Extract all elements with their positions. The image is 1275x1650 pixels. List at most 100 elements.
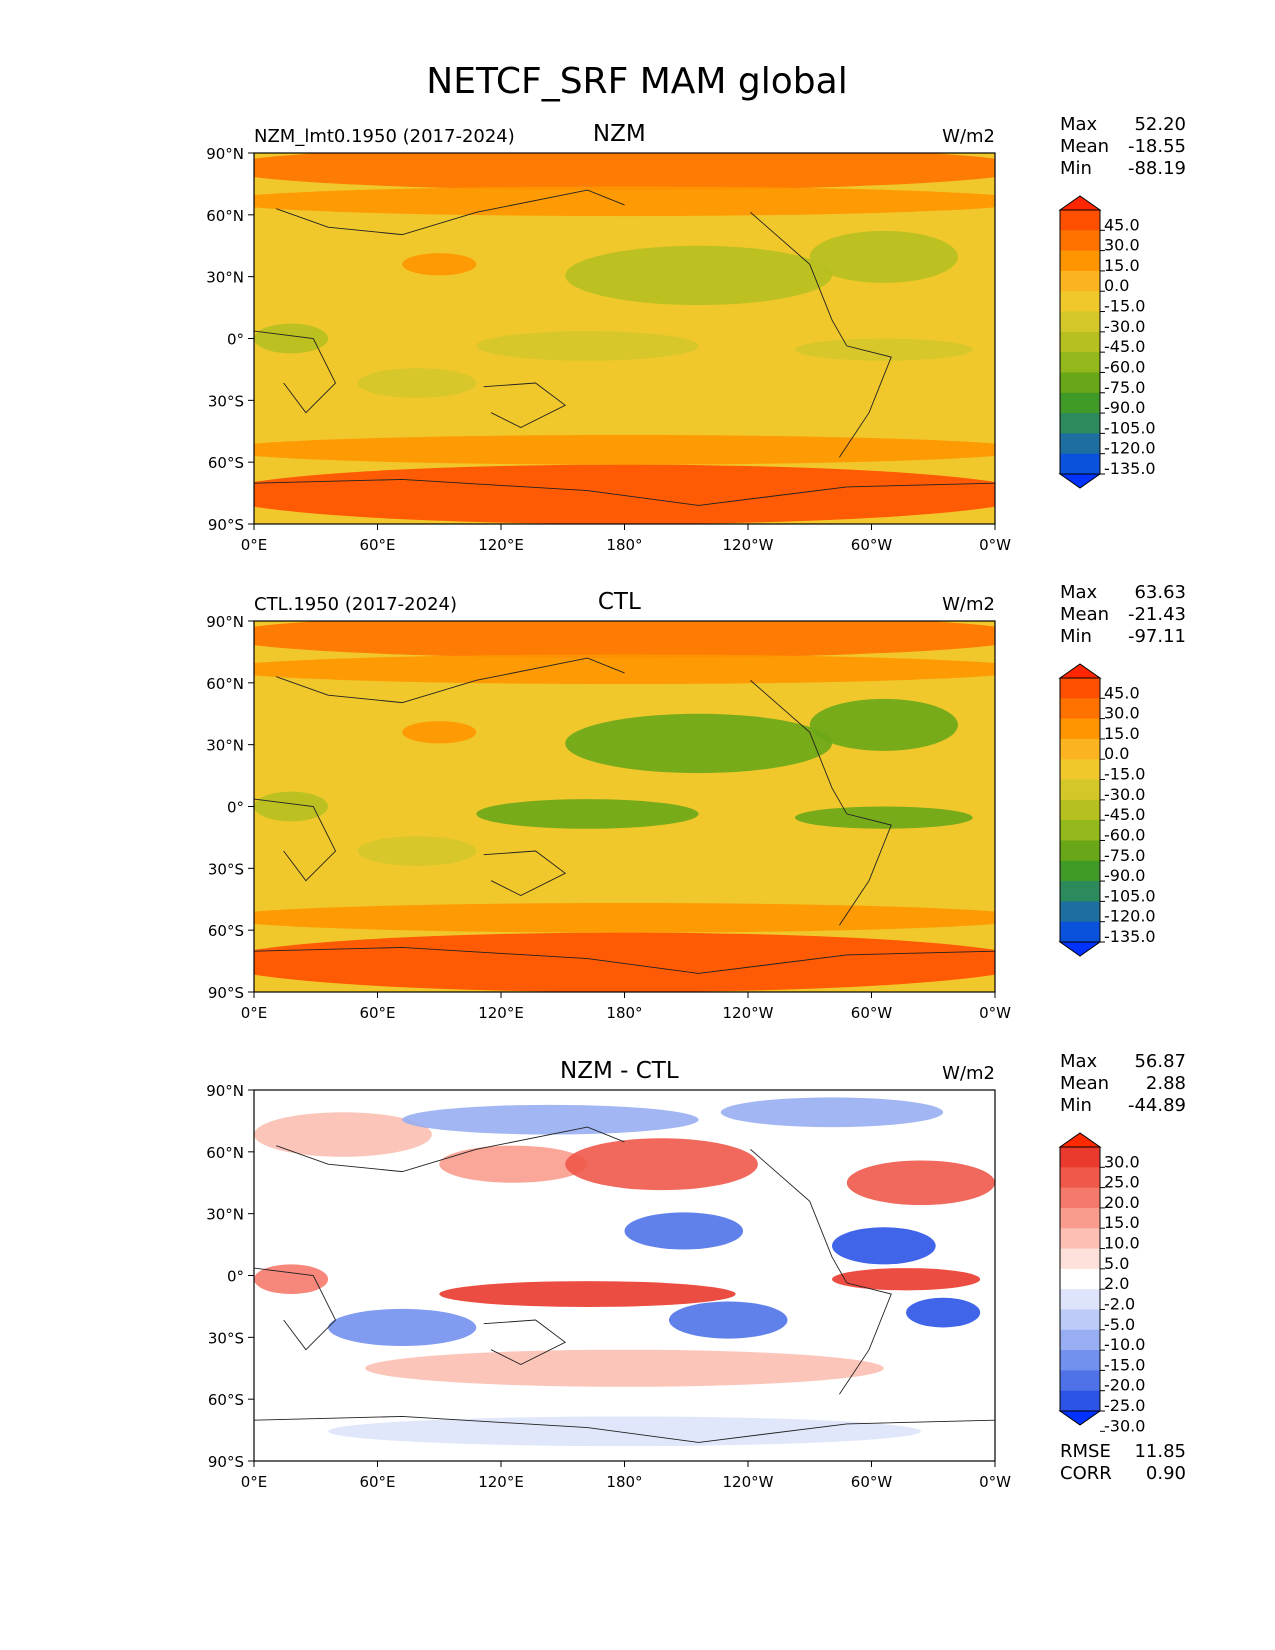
colorbar-segment [1060, 1207, 1100, 1229]
field-contour [831, 1227, 936, 1265]
colorbar-tick-label: -90.0 [1104, 866, 1145, 885]
colorbar-segment [1060, 250, 1100, 272]
colorbar-segment [1060, 840, 1100, 862]
colorbar-extend-max [1058, 663, 1102, 679]
field-contour [439, 1281, 736, 1308]
field-contour [831, 1268, 981, 1291]
lat-tick-label: 90°N [206, 145, 244, 163]
stat-value: -44.89 [1128, 1095, 1186, 1116]
colorbar-segment [1060, 1390, 1100, 1412]
stat-value: -97.11 [1128, 626, 1186, 647]
colorbar-frame [1059, 1146, 1101, 1412]
panel-units: W/m2 [942, 594, 995, 615]
stat-label: Max [1060, 1051, 1098, 1072]
field-contour [624, 1212, 744, 1250]
lat-tick-label: 60°N [206, 1144, 244, 1162]
lon-tick-label: 60°E [359, 1004, 395, 1022]
colorbar-segment [1060, 230, 1100, 252]
lon-tick-label: 60°E [359, 1473, 395, 1491]
colorbar-tick-label: -25.0 [1104, 1396, 1145, 1415]
colorbar-tick-label: -105.0 [1104, 418, 1156, 437]
lat-tick-label: 30°S [208, 392, 244, 410]
colorbar-segment [1060, 1370, 1100, 1392]
colorbar-segment [1060, 799, 1100, 821]
colorbar-tick-label: 45.0 [1104, 215, 1140, 234]
colorbar-tick-label: -2.0 [1104, 1294, 1135, 1313]
colorbar-segment [1060, 860, 1100, 882]
coastline [254, 1416, 995, 1443]
field-contour [254, 186, 995, 217]
colorbar-tick-label: 15.0 [1104, 256, 1140, 275]
coastline [276, 1126, 625, 1173]
figure-title: NETCF_SRF MAM global [426, 61, 847, 102]
colorbar-segment [1060, 311, 1100, 333]
lon-tick-label: 120°E [478, 1473, 524, 1491]
lon-tick-label: 120°W [723, 1473, 774, 1491]
colorbar-segment [1060, 718, 1100, 740]
field-contour [565, 713, 832, 774]
lat-tick-label: 90°N [206, 1082, 244, 1100]
lon-tick-label: 120°E [478, 1004, 524, 1022]
colorbar-frame [1059, 209, 1101, 475]
field-contour [794, 338, 973, 361]
lat-tick-label: 0° [227, 1268, 244, 1286]
colorbar-extend-min [1058, 473, 1102, 489]
panel-title: NZM - CTL [560, 1058, 679, 1084]
field-contour [357, 836, 477, 866]
colorbar-segment [1060, 291, 1100, 313]
stat-value: 11.85 [1134, 1441, 1186, 1462]
colorbar-segment [1060, 1248, 1100, 1270]
lon-tick-label: 0°E [241, 536, 268, 554]
colorbar-segment [1060, 1187, 1100, 1209]
panel-title: NZM [593, 121, 646, 147]
colorbar-tick-label: 0.0 [1104, 744, 1129, 763]
coastline [254, 479, 995, 506]
field-contour [720, 1097, 944, 1128]
panel-left-title: NZM_lmt0.1950 (2017-2024) [254, 126, 515, 147]
coastline [483, 1319, 567, 1366]
field-contour [357, 368, 477, 398]
colorbar-tick-label: -30.0 [1104, 1416, 1145, 1435]
stat-label: Min [1060, 158, 1092, 179]
colorbar-frame [1059, 677, 1101, 943]
colorbar-tick-label: 0.0 [1104, 276, 1129, 295]
colorbar-extend-max [1058, 195, 1102, 211]
colorbar-tick-label: -15.0 [1104, 297, 1145, 316]
colorbar-tick-label: 15.0 [1104, 1213, 1140, 1232]
colorbar-segment [1060, 1228, 1100, 1250]
field-contour [846, 1160, 995, 1206]
lat-tick-label: 90°S [208, 984, 244, 1002]
lon-tick-label: 180° [606, 1004, 642, 1022]
field-contour [254, 902, 995, 933]
panel-difference: NZM - CTL W/m2 90°N 60°N 30°N 0° 30°S 60°S 90°S 0… [206, 1051, 1186, 1491]
field-contour [402, 721, 477, 744]
colorbar-tick-label: 10.0 [1104, 1234, 1140, 1253]
field-contour [365, 1349, 884, 1387]
stat-value: 63.63 [1134, 582, 1186, 603]
lon-tick-label: 0°W [979, 1004, 1011, 1022]
colorbar-tick-label: -15.0 [1104, 1355, 1145, 1374]
colorbar-segment [1060, 352, 1100, 373]
lat-tick-label: 60°S [208, 454, 244, 472]
colorbar-extend-max [1058, 1132, 1102, 1148]
field-contour [254, 1112, 432, 1157]
colorbar-segment [1060, 372, 1100, 394]
colorbar-tick-label: -75.0 [1104, 846, 1145, 865]
colorbar-segment [1060, 270, 1100, 292]
stat-label: Mean [1060, 136, 1109, 157]
colorbar-segment [1060, 759, 1100, 781]
colorbar-segment [1060, 1350, 1100, 1371]
stat-value: -21.43 [1128, 604, 1186, 625]
stat-label: Min [1060, 1095, 1092, 1116]
lat-tick-label: 30°S [208, 860, 244, 878]
coastline [750, 1149, 892, 1395]
colorbar-tick-label: -10.0 [1104, 1335, 1145, 1354]
field-contour [794, 806, 973, 829]
colorbar-tick-label: -75.0 [1104, 378, 1145, 397]
coastline [483, 382, 567, 429]
lon-tick-label: 180° [606, 1473, 642, 1491]
colorbar-segment [1060, 738, 1100, 760]
colorbar-tick-label: -105.0 [1104, 886, 1156, 905]
lat-tick-label: 90°N [206, 613, 244, 631]
colorbar-tick-label: 30.0 [1104, 236, 1140, 255]
